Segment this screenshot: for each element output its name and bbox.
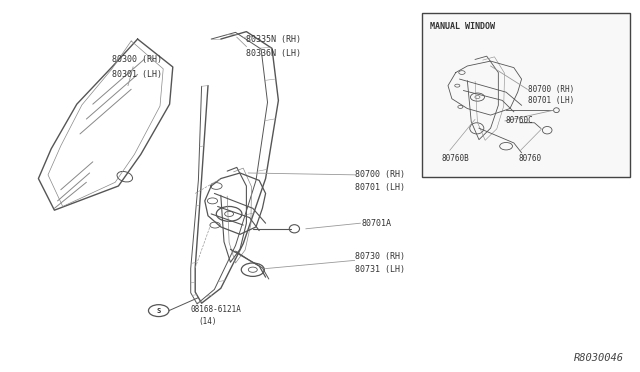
Text: 80760B: 80760B [442, 154, 469, 163]
Text: 80760C: 80760C [506, 116, 533, 125]
Text: 80731 (LH): 80731 (LH) [355, 265, 405, 274]
Text: 80730 (RH): 80730 (RH) [355, 252, 405, 261]
Text: 80700 (RH): 80700 (RH) [355, 170, 405, 179]
Text: 80301 (LH): 80301 (LH) [112, 70, 162, 79]
Text: S: S [157, 308, 161, 314]
Text: 08168-6121A: 08168-6121A [191, 305, 241, 314]
Text: 80335N (RH): 80335N (RH) [246, 35, 301, 44]
Text: 80300 (RH): 80300 (RH) [112, 55, 162, 64]
Text: 80701A: 80701A [362, 219, 392, 228]
Text: 80701 (LH): 80701 (LH) [528, 96, 574, 105]
Text: 80700 (RH): 80700 (RH) [528, 85, 574, 94]
Text: (14): (14) [198, 317, 217, 326]
Text: MANUAL WINDOW: MANUAL WINDOW [430, 22, 495, 31]
Text: 80701 (LH): 80701 (LH) [355, 183, 405, 192]
Text: R8030046: R8030046 [574, 353, 624, 363]
Bar [422, 13, 630, 177]
Text: 80760: 80760 [518, 154, 541, 163]
Text: 80336N (LH): 80336N (LH) [246, 49, 301, 58]
